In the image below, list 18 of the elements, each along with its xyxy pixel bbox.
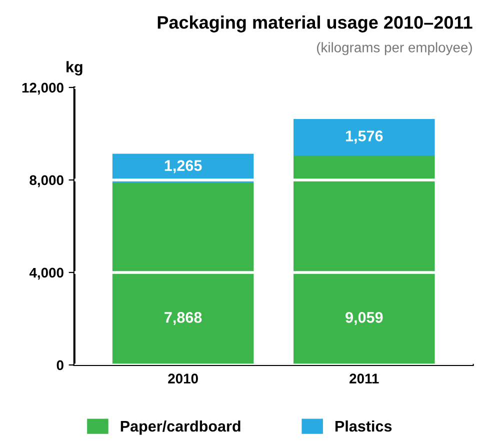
bar [294,155,435,365]
legend-label: Paper/cardboard [120,420,240,435]
chart-title: Packaging material usage 2010–2011 [158,16,472,32]
y-tick-label: 0 [56,360,64,370]
chart-subtitle: (kilograms per employee) [316,42,472,56]
y-tick-label: 12,000 [22,82,64,95]
bar [294,119,435,156]
x-tick-label: 2010 [168,374,198,384]
data-label: 9,059 [346,312,383,326]
data-label: 7,868 [164,312,202,326]
y-tick-label: 8,000 [30,175,64,188]
y-tick-label: 4,000 [29,268,64,280]
data-label: 1,576 [346,130,383,144]
x-tick-label: 2011 [350,374,379,384]
legend-label: Plastics [335,420,392,432]
y-axis-title: kg [66,61,82,76]
bar [112,183,254,365]
data-label: 1,265 [164,160,202,174]
